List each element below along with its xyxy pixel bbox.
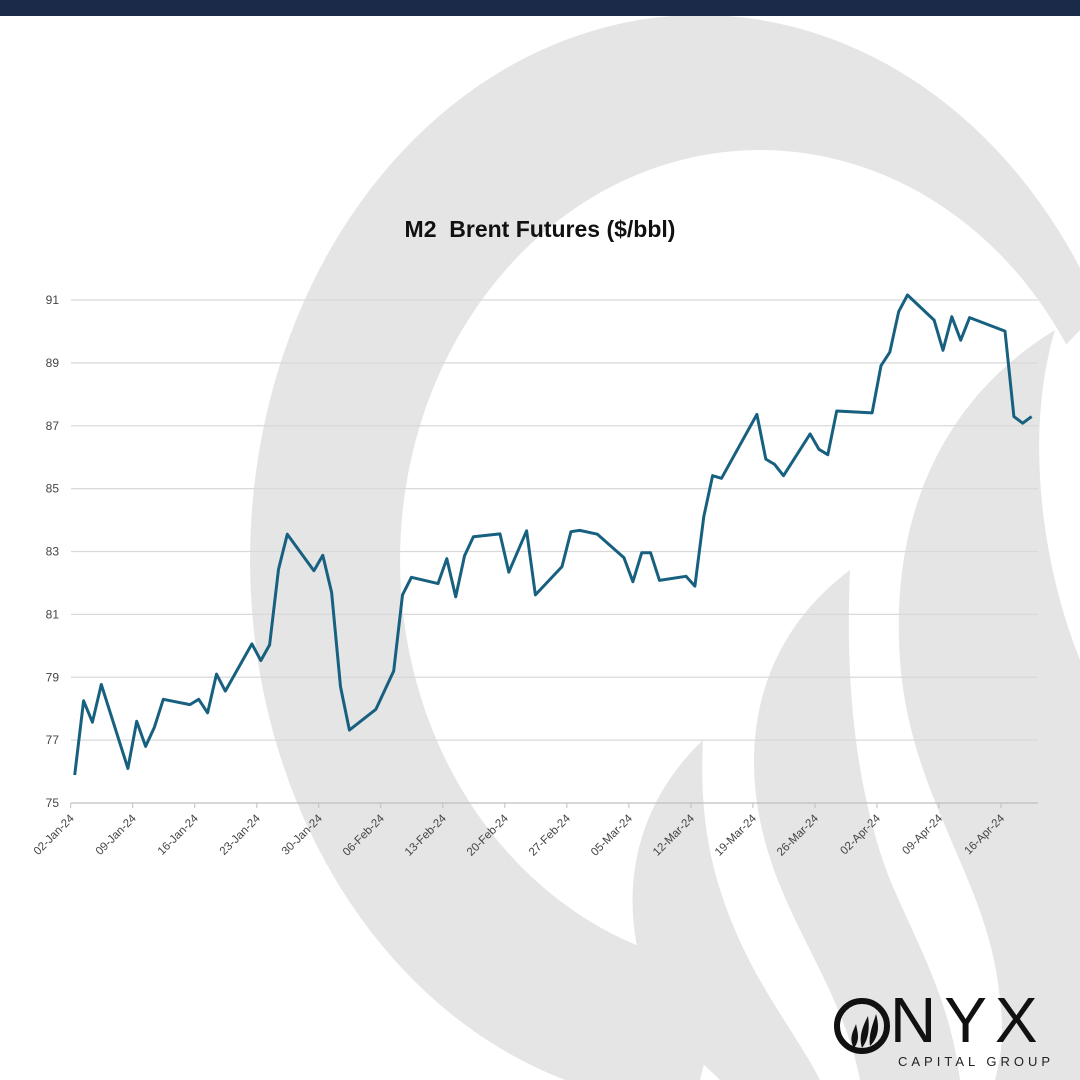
y-tick-label: 77 <box>46 733 60 747</box>
x-tick-label: 26-Mar-24 <box>775 812 821 858</box>
x-tick-label: 02-Apr-24 <box>838 812 883 857</box>
x-tick-label: 06-Feb-24 <box>341 812 387 858</box>
x-tick-label: 23-Jan-24 <box>218 812 264 858</box>
watermark-flame-left <box>632 740 820 1080</box>
y-tick-label: 91 <box>46 293 60 307</box>
y-tick-label: 75 <box>46 796 60 810</box>
x-tick-label: 02-Jan-24 <box>32 812 78 858</box>
x-tick-label: 05-Mar-24 <box>589 812 635 858</box>
x-tick-label: 27-Feb-24 <box>527 812 573 858</box>
onyx-logo: NYX CAPITAL GROUP <box>832 984 1068 1075</box>
x-tick-label: 12-Mar-24 <box>651 812 697 858</box>
x-tick-label: 13-Feb-24 <box>403 812 449 858</box>
x-tick-label: 20-Feb-24 <box>465 812 511 858</box>
y-tick-label: 89 <box>46 356 60 370</box>
x-tick-label: 09-Apr-24 <box>900 812 945 857</box>
y-tick-label: 79 <box>46 670 60 684</box>
x-tick-label: 16-Apr-24 <box>962 812 1007 857</box>
flame-circle-icon <box>834 998 890 1054</box>
y-tick-label: 83 <box>46 545 60 559</box>
logo-subtext: CAPITAL GROUP <box>898 1054 1055 1069</box>
x-tick-label: 19-Mar-24 <box>713 812 759 858</box>
y-tick-label: 81 <box>46 607 60 621</box>
y-tick-label: 87 <box>46 419 60 433</box>
series-line <box>73 293 1033 776</box>
watermark-ring <box>250 15 1080 1080</box>
chart-title: M2 Brent Futures ($/bbl) <box>404 216 676 242</box>
x-tick-label: 09-Jan-24 <box>94 812 140 858</box>
x-tick-label: 30-Jan-24 <box>280 812 326 858</box>
logo-wordmark: NYX <box>890 984 1046 1056</box>
watermark-flame-middle <box>754 570 960 1080</box>
top-bar <box>0 0 1080 16</box>
x-tick-label: 16-Jan-24 <box>156 812 202 858</box>
watermark-flame-right <box>898 330 1080 1080</box>
y-tick-label: 85 <box>46 482 60 496</box>
